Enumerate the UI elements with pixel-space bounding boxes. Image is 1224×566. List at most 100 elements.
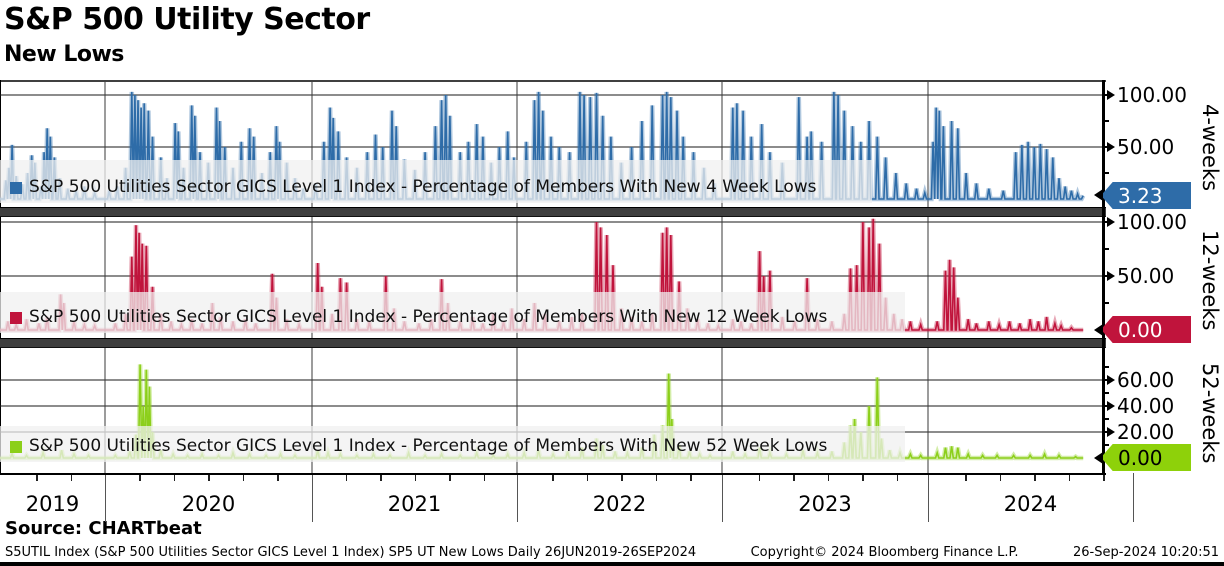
legend-swatch-red [10,312,22,324]
panel-separator [0,207,1106,217]
source-label: Source: CHARTbeat [5,518,202,539]
y-axis-minor-tick [1103,444,1109,446]
y-axis-tick [1103,221,1108,223]
x-axis-year-label: 2021 [387,492,442,516]
year-separator-line [105,473,106,522]
panel-separator [0,338,1106,348]
y-axis-tick [1103,431,1108,433]
x-axis-tick [380,475,382,481]
legend-4-weeks: S&P 500 Utilities Sector GICS Level 1 In… [0,160,872,203]
x-axis-tick [690,475,692,481]
footer-copyright: Copyright© 2024 Bloomberg Finance L.P. [750,545,1019,560]
y-axis-tick [1103,405,1108,407]
right-y-axis-line [1102,80,1105,475]
last-value-text: 0.00 [1118,445,1163,470]
y-axis-tick-label: 50.00 [1117,264,1175,288]
footer-index-description: S5UTIL Index (S&P 500 Utilities Sector G… [5,545,697,560]
x-axis-year-label: 2020 [181,492,236,516]
y-axis-tick [1103,379,1108,381]
x-axis-tick [36,475,38,481]
y-axis-tick [1103,94,1108,96]
x-axis-year-label: 2019 [25,492,80,516]
year-separator-line [928,473,929,522]
x-axis-line [0,473,1106,475]
tick-arrow-icon [1107,217,1115,227]
year-separator-line [517,473,518,522]
x-axis-tick [793,475,795,481]
panel-label-52-weeks: 52-weeks [1198,363,1222,464]
tick-arrow-icon [1107,142,1115,152]
legend-label: S&P 500 Utilities Sector GICS Level 1 In… [29,177,817,197]
y-axis-minor-tick [1103,172,1109,174]
y-axis-tick [1103,275,1108,277]
x-axis-tick [862,475,864,481]
y-axis-tick-label: 20.00 [1117,420,1175,444]
legend-swatch-blue [10,182,22,194]
y-axis-tick-label: 50.00 [1117,135,1175,159]
legend-label: S&P 500 Utilities Sector GICS Level 1 In… [29,436,828,456]
tick-arrow-icon [1107,90,1115,100]
panel-label-4-weeks: 4-weeks [1198,103,1222,192]
x-axis-tick [70,475,73,481]
x-axis-tick [999,475,1002,481]
tick-arrow-icon [1107,401,1115,411]
x-axis-tick [552,475,554,481]
x-axis-tick [586,475,589,481]
badge-pointer-icon [1094,189,1103,201]
last-value-text: 0.00 [1118,317,1163,342]
x-axis-tick [173,475,176,481]
badge-pointer-icon [1094,324,1103,336]
last-value-badge-12-weeks: 0.00 [1101,316,1191,343]
year-separator-line [722,473,723,522]
legend-12-weeks: S&P 500 Utilities Sector GICS Level 1 In… [0,292,905,333]
x-axis-tick [758,475,761,481]
badge-pointer-icon [1094,452,1103,464]
footer-timestamp: 26-Sep-2024 10:20:51 [1072,545,1219,560]
legend-label: S&P 500 Utilities Sector GICS Level 1 In… [29,307,828,327]
y-axis-minor-tick [1103,248,1109,250]
x-axis-year-label: 2023 [798,492,852,516]
bottom-border-line [0,562,1224,566]
x-axis-tick [1034,475,1036,481]
y-axis-minor-tick [1103,302,1109,304]
x-axis-tick [242,475,245,481]
x-axis-tick [621,475,623,481]
x-axis-tick [655,475,658,481]
x-axis-tick [449,475,451,481]
x-axis-tick [827,475,830,481]
y-axis-minor-tick [1103,392,1109,394]
tick-arrow-icon [1107,375,1115,385]
y-axis-minor-tick [1103,366,1109,368]
x-axis-tick [1103,475,1105,481]
tick-arrow-icon [1107,427,1115,437]
last-value-badge-52-weeks: 0.00 [1101,444,1191,471]
last-value-badge-4-weeks: 3.23 [1101,182,1191,209]
page-title: S&P 500 Utility Sector [4,2,370,37]
x-axis-tick [345,475,348,481]
x-axis-tick [896,475,899,481]
y-axis-tick-label: 60.00 [1117,368,1175,392]
y-axis-minor-tick [1103,120,1109,122]
y-axis-tick [1103,146,1108,148]
y-axis-tick-label: 100.00 [1117,83,1187,107]
x-axis-year-label: 2024 [1003,492,1058,516]
x-axis-tick [277,475,279,481]
year-separator-line [1133,473,1134,522]
x-axis-tick [1068,475,1071,481]
panel-label-12-weeks: 12-weeks [1198,230,1222,331]
x-axis-tick [483,475,486,481]
page-subtitle: New Lows [4,42,124,67]
y-axis-tick-label: 100.00 [1117,210,1187,234]
x-axis-year-label: 2022 [592,492,647,516]
y-axis-minor-tick [1103,418,1109,420]
year-separator-line [312,473,313,522]
legend-52-weeks: S&P 500 Utilities Sector GICS Level 1 In… [0,426,905,462]
x-axis-tick [139,475,141,481]
legend-swatch-green [10,441,22,453]
last-value-text: 3.23 [1118,183,1163,208]
footer-bar: S5UTIL Index (S&P 500 Utilities Sector G… [5,545,1219,560]
tick-arrow-icon [1107,271,1115,281]
y-axis-tick-label: 40.00 [1117,394,1175,418]
x-axis-tick [414,475,417,481]
